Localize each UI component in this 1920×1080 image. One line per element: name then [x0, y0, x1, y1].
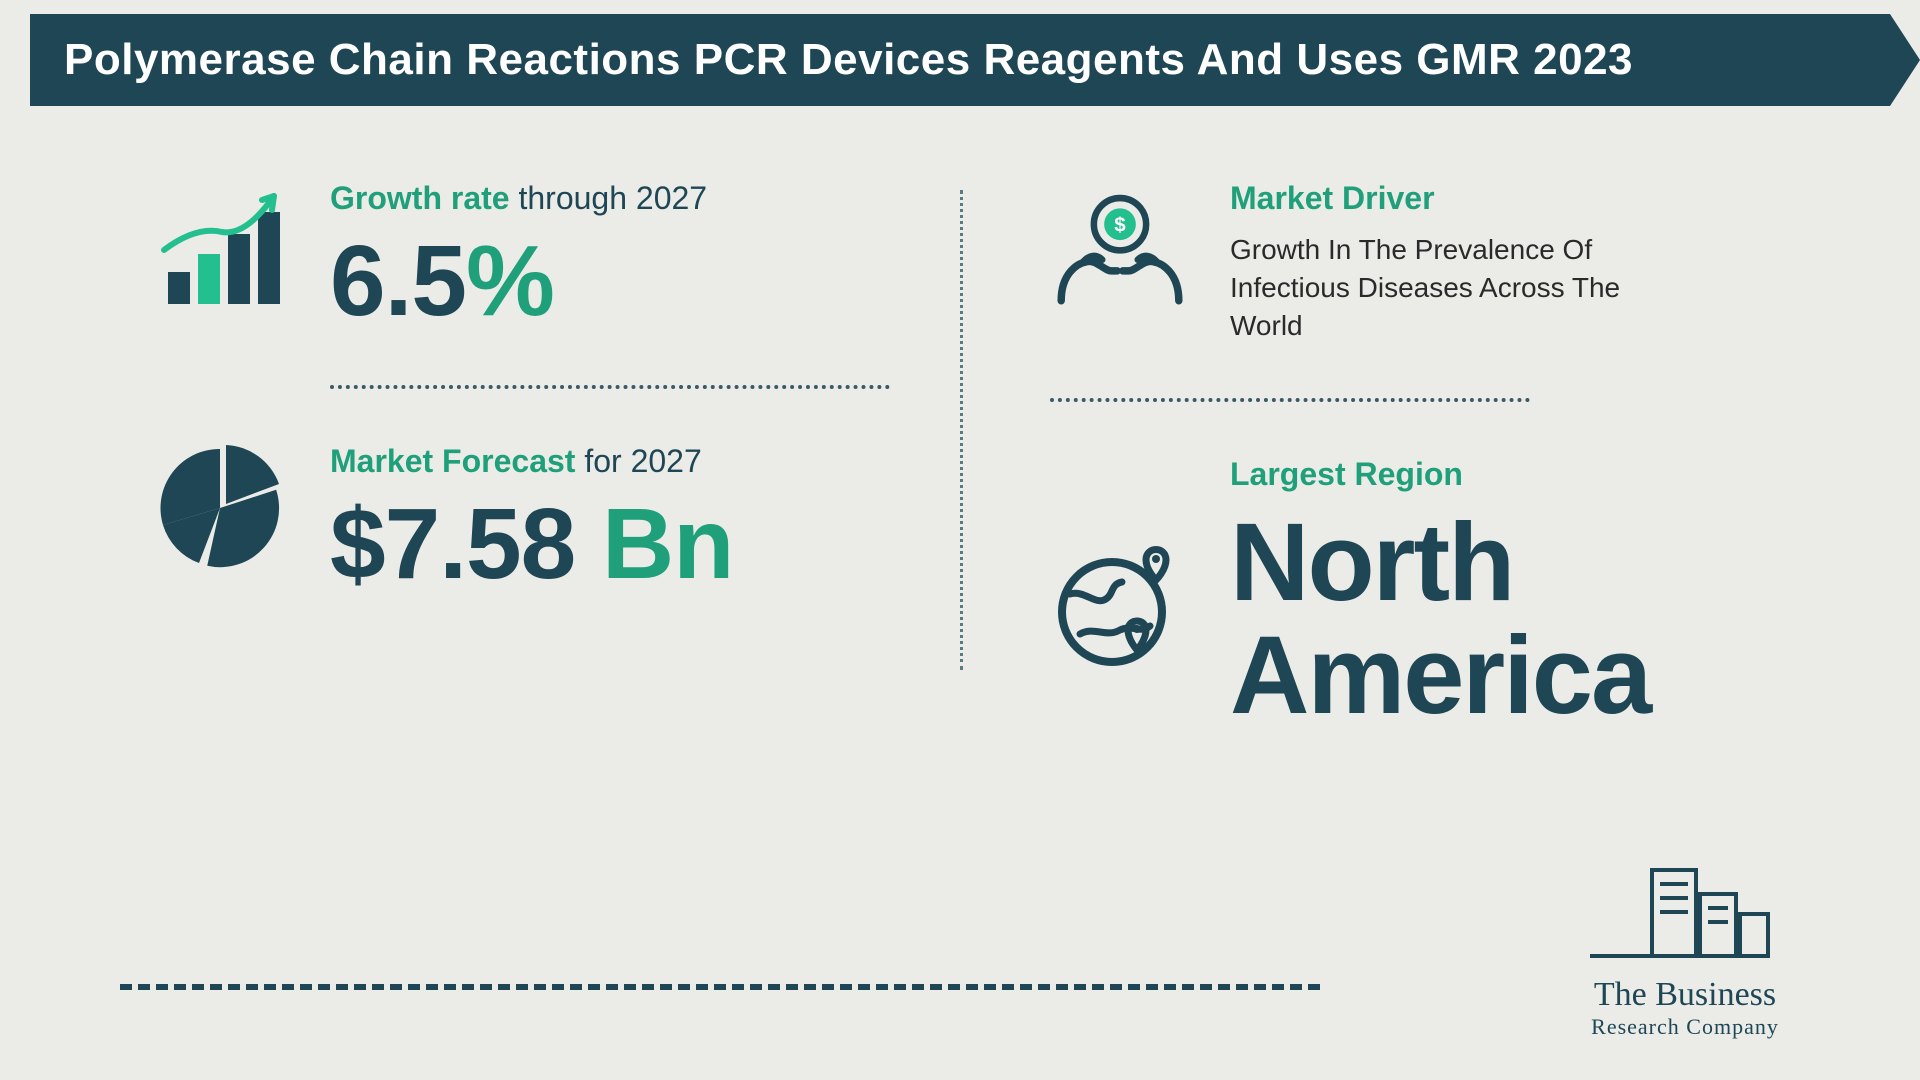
- market-forecast-label: Market Forecast for 2027: [330, 443, 890, 480]
- largest-region-block: Largest Region North America: [1050, 456, 1790, 731]
- growth-rate-unit: %: [466, 225, 554, 337]
- growth-rate-label-muted: through 2027: [510, 180, 708, 216]
- page-title: Polymerase Chain Reactions PCR Devices R…: [64, 35, 1633, 85]
- market-forecast-prefix: $: [330, 488, 385, 600]
- buildings-icon: [1590, 860, 1780, 970]
- market-driver-body: Market Driver Growth In The Prevalence O…: [1230, 180, 1790, 344]
- growth-rate-value: 6.5%: [330, 231, 890, 331]
- pie-chart-icon: [150, 443, 290, 573]
- footer-dashed-rule: [120, 984, 1320, 990]
- growth-rate-block: Growth rate through 2027 6.5%: [150, 180, 890, 331]
- header-bar: Polymerase Chain Reactions PCR Devices R…: [30, 14, 1890, 106]
- market-forecast-label-accent: Market Forecast: [330, 443, 575, 479]
- market-driver-block: $ Market Driver Growth In The Prevalence…: [1050, 180, 1790, 344]
- dotted-separator-left: [330, 385, 890, 389]
- market-forecast-block: Market Forecast for 2027 $7.58 Bn: [150, 443, 890, 594]
- largest-region-value: North America: [1230, 507, 1790, 731]
- largest-region-line1: North: [1230, 501, 1513, 624]
- globe-icon: [1050, 534, 1190, 674]
- growth-rate-body: Growth rate through 2027 6.5%: [330, 180, 890, 331]
- market-driver-label: Market Driver: [1230, 180, 1790, 217]
- market-forecast-number: 7.58: [385, 488, 576, 600]
- company-logo: The Business Research Company: [1590, 860, 1780, 1040]
- growth-chart-icon: [150, 180, 290, 320]
- logo-text-line1: The Business: [1590, 976, 1780, 1014]
- svg-text:$: $: [1114, 214, 1126, 237]
- largest-region-line2: America: [1230, 614, 1650, 737]
- growth-rate-label: Growth rate through 2027: [330, 180, 890, 217]
- market-driver-text: Growth In The Prevalence Of Infectious D…: [1230, 231, 1650, 344]
- market-driver-label-text: Market Driver: [1230, 180, 1435, 216]
- left-column: Growth rate through 2027 6.5% Market: [0, 180, 960, 1080]
- largest-region-label-text: Largest Region: [1230, 456, 1463, 492]
- growth-rate-number: 6.5: [330, 225, 466, 337]
- growth-rate-label-accent: Growth rate: [330, 180, 510, 216]
- dotted-separator-right: [1050, 398, 1530, 402]
- market-forecast-body: Market Forecast for 2027 $7.58 Bn: [330, 443, 890, 594]
- logo-text-line2: Research Company: [1590, 1014, 1780, 1040]
- market-forecast-unit: Bn: [575, 488, 733, 600]
- largest-region-body: Largest Region North America: [1230, 456, 1790, 731]
- market-forecast-value: $7.58 Bn: [330, 494, 890, 594]
- market-forecast-label-muted: for 2027: [575, 443, 701, 479]
- hands-coin-icon: $: [1050, 180, 1190, 330]
- largest-region-label: Largest Region: [1230, 456, 1790, 493]
